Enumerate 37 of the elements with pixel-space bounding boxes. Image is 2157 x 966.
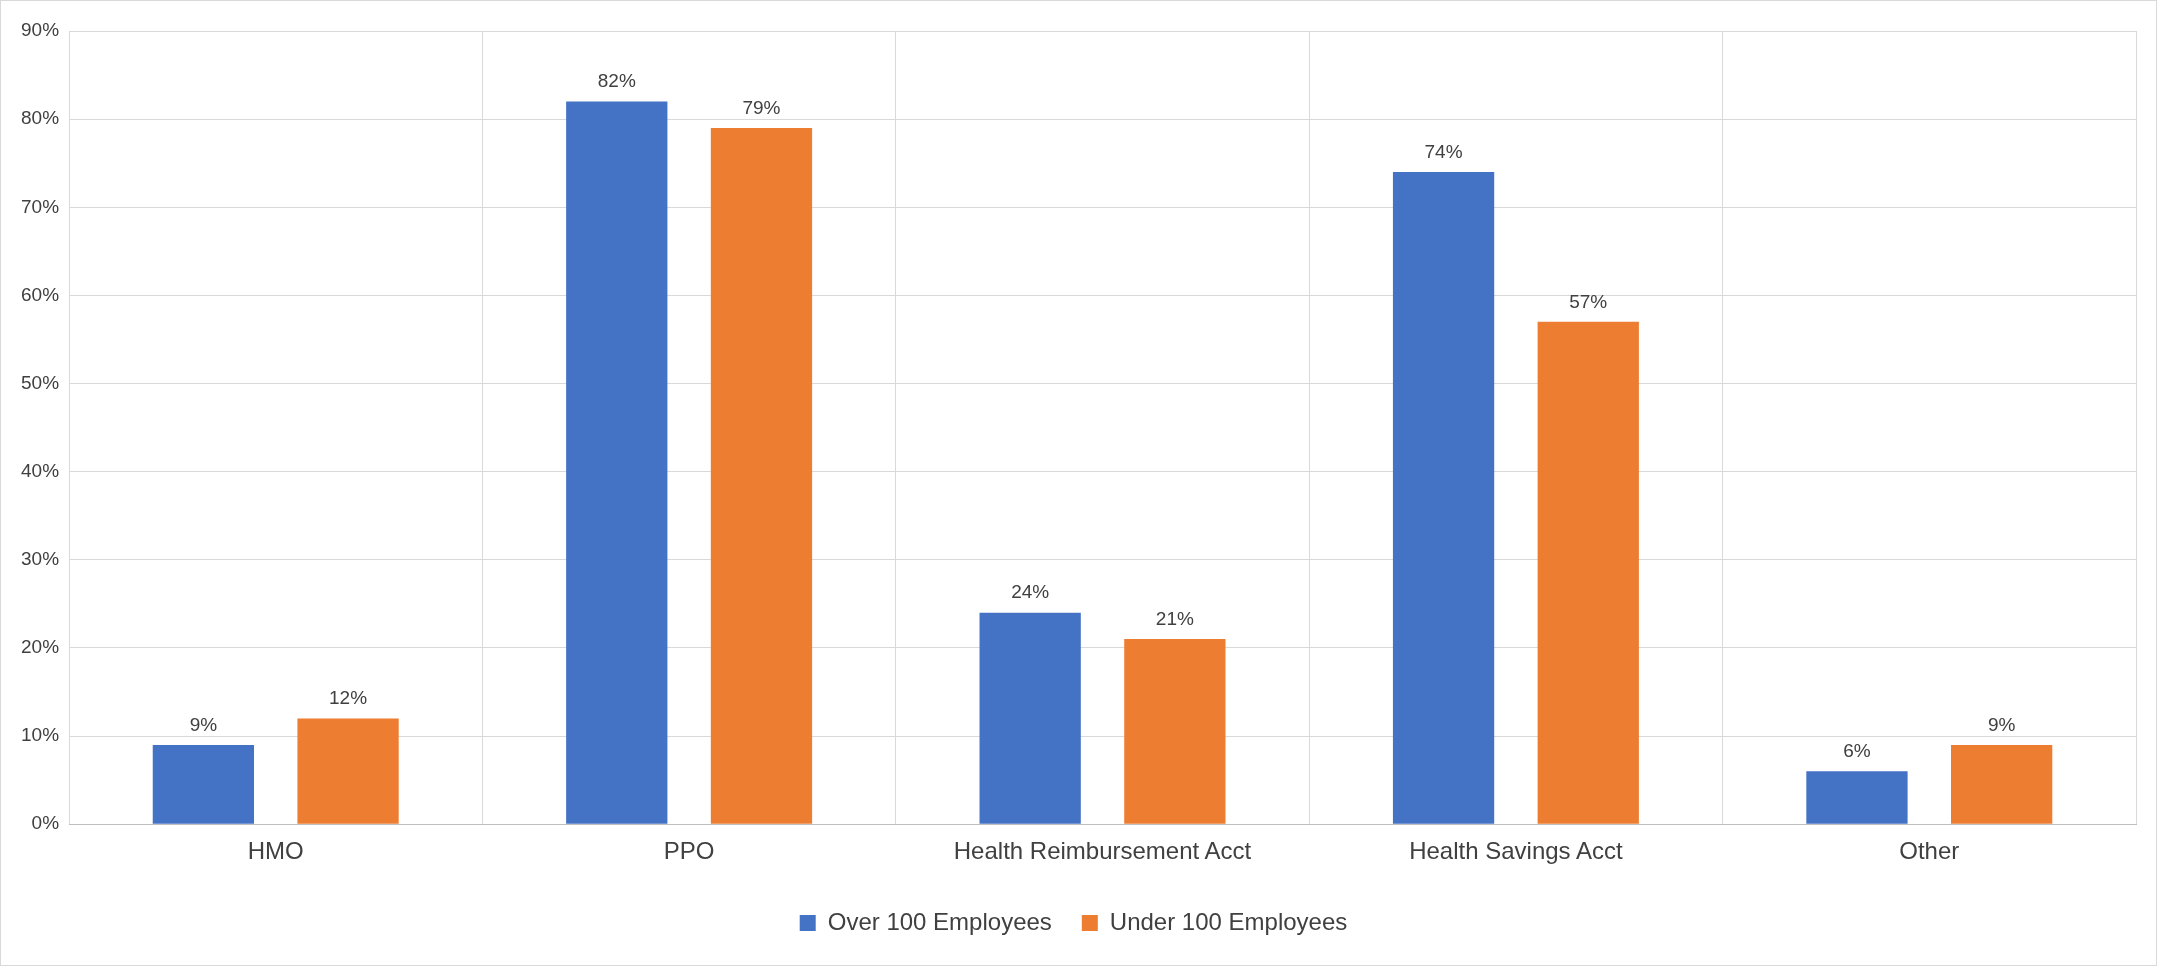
data-label: 21% <box>1155 607 1194 629</box>
bar <box>566 101 668 824</box>
legend-label: Under 100 Employees <box>1109 907 1348 935</box>
y-tick-label: 10% <box>21 724 60 746</box>
data-label: 74% <box>1424 140 1463 162</box>
y-tick-label: 60% <box>21 283 60 305</box>
y-tick-label: 0% <box>31 812 60 834</box>
y-tick-label: 70% <box>21 195 60 217</box>
x-tick-label: HMO <box>247 837 304 865</box>
y-tick-label: 50% <box>21 371 60 393</box>
data-label: 79% <box>742 96 781 118</box>
data-label: 82% <box>597 70 636 92</box>
data-label: 24% <box>1011 581 1050 603</box>
legend-label: Over 100 Employees <box>827 907 1052 935</box>
bar <box>152 744 255 824</box>
x-tick-label: Health Savings Acct <box>1409 837 1623 865</box>
x-tick-label: Health Reimbursement Acct <box>953 837 1252 865</box>
y-tick-label: 20% <box>21 636 60 658</box>
data-label: 9% <box>1987 713 2016 735</box>
x-tick-label: Other <box>1899 837 1960 865</box>
bar <box>1806 771 1908 824</box>
data-label: 9% <box>189 713 218 735</box>
y-tick-label: 80% <box>21 107 60 129</box>
y-tick-label: 30% <box>21 548 60 570</box>
bar <box>1124 639 1226 824</box>
data-label: 57% <box>1569 290 1608 312</box>
y-tick-label: 40% <box>21 459 60 481</box>
bar <box>297 718 399 824</box>
x-tick-label: PPO <box>663 837 715 865</box>
data-label: 6% <box>1843 740 1871 762</box>
bar <box>1537 321 1639 824</box>
bar <box>1392 172 1495 824</box>
bar <box>979 612 1081 824</box>
bar <box>710 127 813 824</box>
bar <box>1951 744 2053 824</box>
y-tick-label: 90% <box>21 19 60 41</box>
data-label: 12% <box>329 687 368 709</box>
